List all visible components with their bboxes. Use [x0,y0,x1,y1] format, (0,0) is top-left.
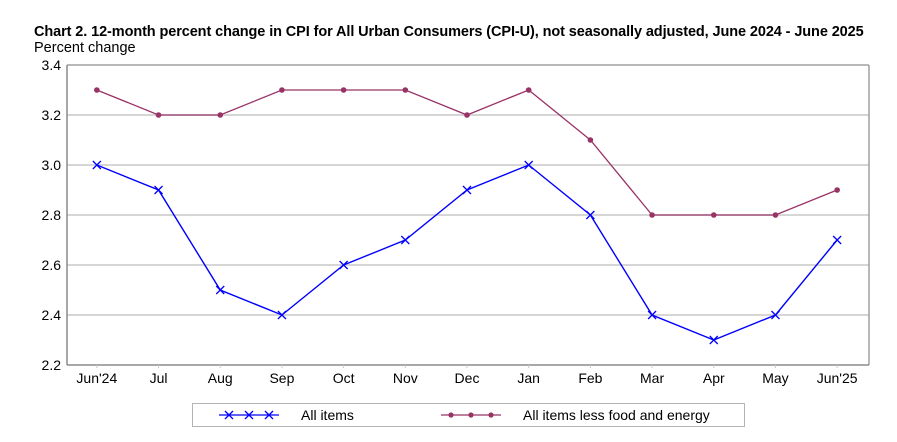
data-point-dot [279,87,285,93]
x-tick-label: Aug [208,370,233,386]
x-tick-label: Dec [455,370,480,386]
data-point-x [709,335,719,345]
data-point-x [585,210,595,220]
x-tick-label: Jun'25 [817,370,858,386]
x-tick-label: Mar [640,370,664,386]
data-point-dot [217,112,224,118]
series-core [94,87,840,218]
x-tick-label: Apr [703,370,725,386]
data-point-dot [587,137,594,143]
data-point-dot [402,87,409,93]
legend-swatch-dot-markers-icon [441,412,501,418]
data-point-x [339,260,349,270]
y-axis-label: Percent change [34,40,136,56]
legend-swatch-x-markers-icon [219,410,279,420]
data-point-dot [834,187,840,193]
y-tick-label: 2.4 [42,307,62,323]
data-point-x [462,185,472,195]
data-point-dot [94,87,100,93]
data-point-x [92,160,102,170]
x-tick-label: Oct [333,370,355,386]
legend-item-core: All items less food and energy [439,404,710,426]
axes [66,64,870,368]
data-point-x [277,310,287,320]
x-tick-label: Jun'24 [76,370,117,386]
data-point-x [154,185,163,195]
series-line [96,164,838,341]
chart-title: Chart 2. 12-month percent change in CPI … [34,24,864,40]
data-point-dot [710,212,717,218]
y-tick-label: 3.4 [42,57,62,73]
series [92,87,842,345]
data-point-x [400,235,410,245]
y-tick-label: 2.8 [42,207,62,223]
data-point-x [832,235,842,245]
data-point-x [524,160,534,170]
series-line [96,89,838,216]
data-point-dot [649,212,655,218]
x-tick-label: Feb [578,370,602,386]
data-point-dot [772,212,779,218]
x-tick-label: Jul [150,370,168,386]
data-point-dot [155,112,162,118]
data-point-dot [340,87,347,93]
legend: All items All items less food and energy [192,403,745,427]
tick-labels: 2.2 2.4 2.6 2.8 3.0 3.2 3.4 Jun'24 Jul Aug Sep Oct N… [42,57,858,386]
x-tick-label: Nov [393,370,418,386]
x-tick-label: May [762,370,788,386]
legend-label-all-items: All items [301,407,354,423]
x-tick-label: Sep [269,370,294,386]
y-tick-label: 2.6 [42,257,62,273]
legend-item-all-items: All items [217,404,354,426]
series-all-items [92,160,842,345]
y-tick-label: 3.2 [42,107,62,123]
data-point-dot [464,112,470,118]
legend-label-core: All items less food and energy [523,407,710,423]
y-tick-label: 3.0 [42,157,62,173]
data-point-dot [525,87,532,93]
y-tick-label: 2.2 [42,357,62,373]
data-point-x [215,285,225,295]
data-point-x [647,310,657,320]
data-point-x [771,310,780,320]
x-tick-label: Jan [517,370,540,386]
